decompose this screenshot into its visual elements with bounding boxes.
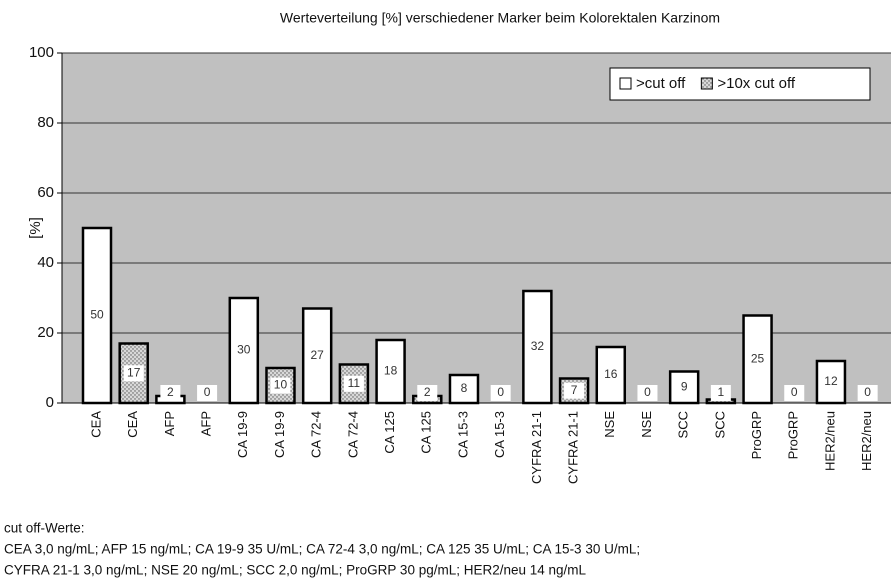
x-tick-label: CA 125 bbox=[382, 411, 397, 454]
value-label-bg bbox=[527, 339, 548, 355]
value-label: 30 bbox=[237, 343, 251, 357]
footnote: cut off-Werte: bbox=[4, 521, 85, 536]
value-label-bg bbox=[343, 375, 364, 392]
x-tick-label: CA 19-9 bbox=[272, 411, 287, 458]
value-label: 1 bbox=[718, 385, 725, 399]
x-tick-label: NSE bbox=[602, 411, 617, 438]
value-label-bg bbox=[270, 377, 291, 394]
value-label-bg bbox=[160, 385, 181, 401]
chart-title: Werteverteilung [%] verschiedener Marker… bbox=[280, 10, 720, 26]
x-tick-label: AFP bbox=[162, 411, 177, 436]
value-label-bg bbox=[417, 385, 438, 401]
x-tick-label: CA 72-4 bbox=[345, 411, 360, 458]
x-tick-label: CYFRA 21-1 bbox=[529, 411, 544, 484]
y-tick-label: 60 bbox=[37, 184, 54, 201]
x-tick-label: CA 19-9 bbox=[235, 411, 250, 458]
x-tick-label: HER2/neu bbox=[822, 411, 837, 471]
y-axis-label: [%] bbox=[27, 217, 44, 239]
value-label: 17 bbox=[127, 365, 141, 379]
value-label-bg bbox=[747, 351, 768, 368]
legend-swatch bbox=[700, 77, 713, 90]
value-label: 2 bbox=[424, 385, 431, 399]
value-label: 0 bbox=[497, 385, 504, 399]
value-label: 0 bbox=[791, 385, 798, 399]
value-label: 8 bbox=[461, 381, 468, 395]
value-label: 18 bbox=[384, 364, 398, 378]
y-tick-label: 100 bbox=[29, 44, 54, 61]
x-tick-label: ProGRP bbox=[749, 411, 764, 459]
value-label-bg bbox=[197, 385, 218, 401]
y-tick-label: 20 bbox=[37, 324, 54, 341]
legend-box bbox=[609, 67, 871, 101]
x-tick-label: AFP bbox=[199, 411, 214, 436]
x-tick-label: CYFRA 21-1 bbox=[566, 411, 581, 484]
value-label-bg bbox=[820, 374, 841, 390]
value-label: 16 bbox=[604, 367, 618, 381]
y-tick-label: 40 bbox=[37, 254, 54, 271]
footnote: CYFRA 21-1 3,0 ng/mL; NSE 20 ng/mL; SCC … bbox=[4, 563, 587, 578]
value-label: 0 bbox=[204, 385, 211, 399]
value-label: 0 bbox=[644, 385, 651, 399]
x-tick-label: SCC bbox=[712, 411, 727, 438]
y-tick-label: 80 bbox=[37, 114, 54, 131]
value-label: 12 bbox=[824, 374, 838, 388]
value-label-bg bbox=[600, 367, 621, 383]
x-tick-label: ProGRP bbox=[786, 411, 801, 459]
value-label: 10 bbox=[274, 378, 288, 392]
legend-swatch bbox=[619, 77, 632, 90]
x-tick-label: SCC bbox=[676, 411, 691, 438]
value-label-bg bbox=[307, 347, 328, 364]
value-label-bg bbox=[710, 385, 731, 401]
value-label: 25 bbox=[751, 351, 765, 365]
x-tick-label: CEA bbox=[125, 411, 140, 438]
x-tick-label: CEA bbox=[88, 411, 103, 438]
value-label: 32 bbox=[531, 339, 545, 353]
value-label: 0 bbox=[864, 385, 871, 399]
x-tick-label: HER2/neu bbox=[859, 411, 874, 471]
x-tick-label: CA 72-4 bbox=[309, 411, 324, 458]
x-tick-label: NSE bbox=[639, 411, 654, 438]
value-label-bg bbox=[674, 379, 695, 396]
value-label: 11 bbox=[348, 376, 361, 390]
value-label-bg bbox=[123, 365, 144, 382]
y-tick-label: 0 bbox=[46, 394, 54, 411]
value-label: 7 bbox=[571, 383, 578, 397]
x-tick-label: CA 125 bbox=[419, 411, 434, 454]
value-label-bg bbox=[380, 363, 401, 380]
legend-label: >cut off bbox=[636, 75, 686, 92]
value-label-bg bbox=[233, 342, 254, 359]
value-label: 2 bbox=[167, 385, 174, 399]
legend-label: >10x cut off bbox=[717, 75, 796, 92]
value-label-bg bbox=[637, 385, 658, 401]
value-label: 9 bbox=[681, 379, 688, 393]
footnote: CEA 3,0 ng/mL; AFP 15 ng/mL; CA 19-9 35 … bbox=[4, 542, 640, 557]
value-label-bg bbox=[453, 381, 474, 397]
value-label-bg bbox=[857, 385, 878, 401]
value-label-bg bbox=[490, 385, 511, 401]
value-label-bg bbox=[87, 307, 107, 324]
x-tick-label: CA 15-3 bbox=[455, 411, 470, 458]
value-label-bg bbox=[784, 385, 805, 401]
x-tick-label: CA 15-3 bbox=[492, 411, 507, 458]
value-label: 27 bbox=[311, 348, 325, 362]
value-label-bg bbox=[564, 382, 585, 399]
value-label: 50 bbox=[90, 308, 104, 322]
